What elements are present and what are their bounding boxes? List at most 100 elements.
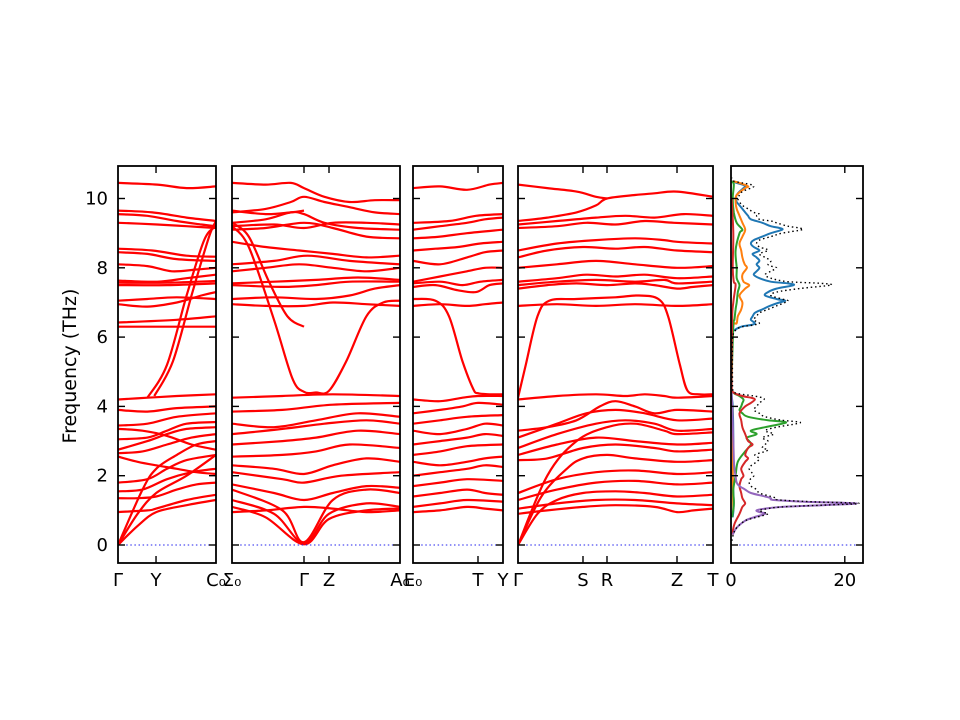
band-path <box>146 225 216 399</box>
ytick-label: 6 <box>97 327 108 348</box>
dos-total-curve <box>731 177 860 546</box>
band-path <box>232 276 400 285</box>
band-path <box>413 432 503 446</box>
band-path <box>118 405 216 413</box>
band-path <box>413 505 503 514</box>
band-path <box>118 420 216 441</box>
band-path <box>118 181 216 190</box>
kpoint-label: E₀ <box>404 570 423 591</box>
band-path <box>413 278 503 287</box>
band-path <box>232 393 400 399</box>
band-path <box>232 443 400 458</box>
band-path <box>118 393 216 401</box>
band-path <box>518 219 713 230</box>
band-path <box>413 401 503 415</box>
kpoint-label: Y <box>497 570 510 591</box>
kpoint-label: T <box>471 570 484 591</box>
dos-curves-group <box>731 177 860 546</box>
band-path <box>232 483 400 502</box>
band-path <box>118 315 216 324</box>
band-path <box>413 498 503 508</box>
band-path <box>232 221 400 230</box>
band-path <box>118 221 216 230</box>
segment-E0-T-Y-frame <box>412 165 504 564</box>
band-path <box>232 419 400 436</box>
band-path <box>413 455 503 467</box>
band-path <box>413 282 503 294</box>
band-path <box>413 443 503 456</box>
band-path <box>232 209 305 216</box>
band-path <box>232 505 400 514</box>
segment-G-S-R-Z-T-bands-group <box>518 183 713 546</box>
band-path <box>232 412 400 429</box>
band-path <box>118 273 216 283</box>
ytick-label: 10 <box>85 189 108 210</box>
band-path <box>232 225 400 395</box>
band-path <box>232 429 400 446</box>
band-path <box>518 294 713 398</box>
band-path <box>518 419 713 450</box>
band-path <box>232 181 400 204</box>
band-path <box>518 408 713 439</box>
band-path <box>518 469 713 495</box>
band-path <box>232 240 400 259</box>
band-path <box>413 249 503 266</box>
ytick-label: 0 <box>97 535 108 556</box>
band-path <box>413 228 503 240</box>
band-path <box>518 273 713 283</box>
band-path <box>413 478 503 488</box>
band-path <box>232 471 400 484</box>
band-path <box>118 279 216 284</box>
kpoint-label: A₀ <box>390 570 410 591</box>
band-path <box>518 479 713 502</box>
band-path <box>518 504 713 515</box>
segment-S0-G-Z-A0-frame <box>231 165 401 564</box>
band-path <box>518 237 713 252</box>
band-path <box>413 181 503 191</box>
band-path <box>118 453 216 484</box>
band-path <box>118 251 216 262</box>
kpoint-label: Z <box>323 570 335 591</box>
band-path <box>232 284 400 301</box>
band-path <box>518 303 713 308</box>
band-path <box>232 263 400 273</box>
kpoint-label: R <box>601 570 614 591</box>
band-path <box>518 443 713 462</box>
segment-G-Y-C0-frame <box>117 165 217 564</box>
band-path <box>118 455 216 476</box>
kpoint-label: C₀ <box>206 570 226 591</box>
ytick-label: 2 <box>97 466 108 487</box>
band-path <box>232 401 400 413</box>
band-path <box>518 245 713 259</box>
band-path <box>413 414 503 425</box>
band-path <box>413 394 503 403</box>
band-path <box>413 464 503 477</box>
density-of-states-frame <box>730 165 864 564</box>
band-path <box>413 213 503 224</box>
band-path <box>518 393 713 401</box>
band-path <box>118 433 216 455</box>
ytick-label: 8 <box>97 258 108 279</box>
kpoint-label: Y <box>150 570 163 591</box>
band-path <box>232 498 400 545</box>
band-path <box>118 498 216 546</box>
band-path <box>118 493 216 514</box>
ytick-label: 4 <box>97 396 108 417</box>
band-path <box>118 412 216 427</box>
kpoint-label: Γ <box>299 570 309 591</box>
dos-curve-projection-red <box>731 198 756 535</box>
band-path <box>518 400 713 432</box>
band-path <box>232 505 400 546</box>
band-path <box>232 301 400 308</box>
band-path <box>118 454 216 546</box>
segment-E0-T-Y-bands-group <box>413 181 503 514</box>
band-path <box>232 457 400 476</box>
band-path <box>118 296 216 302</box>
kpoint-label: Γ <box>113 570 123 591</box>
band-path <box>118 209 216 223</box>
band-path <box>518 282 713 290</box>
band-path <box>518 422 713 546</box>
band-path <box>232 254 400 266</box>
